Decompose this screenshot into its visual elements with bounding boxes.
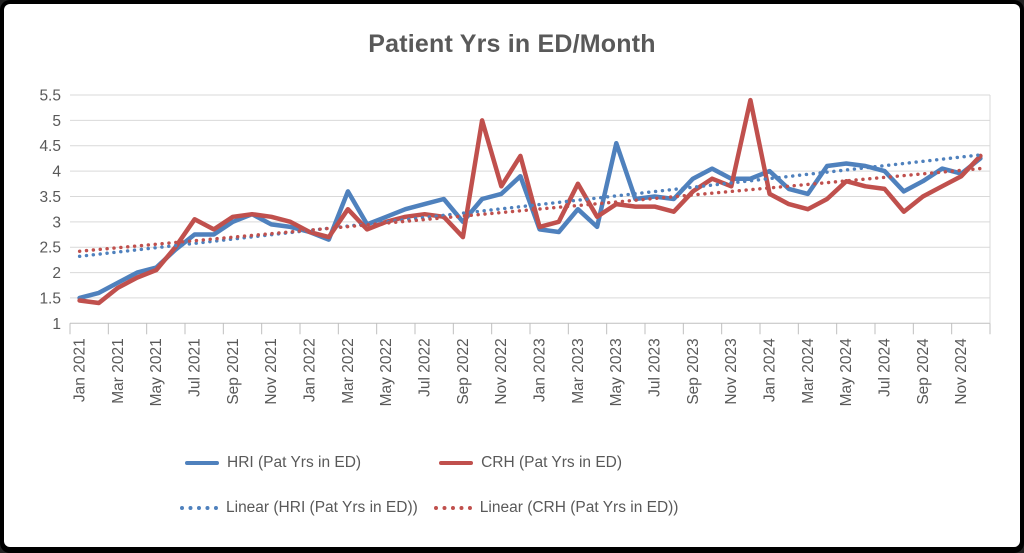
- svg-text:1: 1: [52, 316, 61, 333]
- svg-text:Mar 2023: Mar 2023: [570, 338, 587, 403]
- svg-text:2.5: 2.5: [39, 240, 61, 257]
- svg-text:Nov 2021: Nov 2021: [263, 338, 280, 404]
- svg-text:Nov 2024: Nov 2024: [953, 338, 970, 405]
- svg-text:Jan 2023: Jan 2023: [532, 338, 549, 402]
- legend-label-linear-hri: Linear (HRI (Pat Yrs in ED)): [226, 499, 418, 516]
- legend-item-crh[interactable]: CRH (Pat Yrs in ED): [439, 454, 622, 472]
- svg-text:May 2022: May 2022: [378, 338, 395, 406]
- legend-item-hri[interactable]: HRI (Pat Yrs in ED): [185, 454, 361, 472]
- series-line-crh: [77, 97, 983, 306]
- svg-text:5: 5: [52, 113, 61, 130]
- chart-svg[interactable]: 1 1.5 2 2.5 3 3.5 4 4.5 5 5.5 Jan 2021 Mar 2021 May …: [4, 4, 1020, 549]
- x-axis-labels: Jan 2021 Mar 2021 May 2021 Jul 2021 Sep 2021…: [72, 338, 971, 406]
- svg-text:Jan 2022: Jan 2022: [302, 338, 319, 402]
- svg-text:4.5: 4.5: [39, 138, 61, 155]
- trendline-hri: [77, 153, 983, 259]
- legend-row-series: HRI (Pat Yrs in ED) CRH (Pat Yrs in ED): [185, 454, 622, 472]
- svg-text:Mar 2024: Mar 2024: [800, 338, 817, 404]
- svg-text:Mar 2021: Mar 2021: [110, 338, 127, 403]
- x-axis-ticks: [69, 323, 991, 335]
- svg-text:Sep 2023: Sep 2023: [685, 338, 702, 404]
- crh-solid-line-swatch: [439, 460, 474, 466]
- svg-text:Sep 2024: Sep 2024: [915, 338, 932, 405]
- svg-text:May 2024: May 2024: [838, 338, 855, 406]
- svg-text:Jan 2021: Jan 2021: [72, 338, 89, 402]
- trendline-crh: [77, 166, 983, 253]
- y-axis-labels: 1 1.5 2 2.5 3 3.5 4 4.5 5 5.5: [39, 88, 61, 333]
- svg-text:Jan 2024: Jan 2024: [762, 338, 779, 402]
- svg-text:2: 2: [52, 265, 61, 282]
- svg-text:5.5: 5.5: [39, 88, 61, 105]
- legend-label-linear-crh: Linear (CRH (Pat Yrs in ED)): [479, 499, 679, 516]
- svg-text:Sep 2021: Sep 2021: [225, 338, 242, 404]
- svg-text:Nov 2023: Nov 2023: [723, 338, 740, 404]
- svg-text:May 2021: May 2021: [148, 338, 165, 406]
- legend-label-hri: HRI (Pat Yrs in ED): [227, 454, 362, 471]
- svg-text:Jul 2024: Jul 2024: [877, 338, 894, 397]
- svg-text:Jul 2021: Jul 2021: [187, 338, 204, 397]
- legend-label-crh: CRH (Pat Yrs in ED): [481, 454, 623, 471]
- crh-dotted-line-swatch: [433, 506, 472, 510]
- chart-title[interactable]: Patient Yrs in ED/Month: [368, 30, 656, 58]
- svg-text:3.5: 3.5: [39, 189, 61, 206]
- svg-text:1.5: 1.5: [39, 290, 61, 307]
- svg-text:Mar 2022: Mar 2022: [340, 338, 357, 403]
- svg-text:May 2023: May 2023: [608, 338, 625, 406]
- legend-item-linear-hri[interactable]: Linear (HRI (Pat Yrs in ED)): [180, 499, 418, 517]
- svg-text:3: 3: [52, 214, 61, 231]
- svg-text:4: 4: [52, 164, 61, 181]
- svg-text:Jul 2022: Jul 2022: [417, 338, 434, 397]
- legend-item-linear-crh[interactable]: Linear (CRH (Pat Yrs in ED)): [433, 499, 679, 517]
- chart-legend: HRI (Pat Yrs in ED) CRH (Pat Yrs in ED) …: [4, 4, 1020, 547]
- series-line-hri: [77, 140, 983, 301]
- svg-text:Nov 2022: Nov 2022: [493, 338, 510, 404]
- hri-solid-line-swatch: [185, 460, 219, 466]
- legend-row-trendlines: Linear (HRI (Pat Yrs in ED)) Linear (CRH…: [180, 499, 678, 517]
- svg-text:Jul 2023: Jul 2023: [647, 338, 664, 397]
- svg-text:Sep 2022: Sep 2022: [455, 338, 472, 404]
- hri-dotted-line-swatch: [180, 506, 218, 510]
- chart-canvas: 1 1.5 2 2.5 3 3.5 4 4.5 5 5.5 Jan 2021 Mar 2021 May …: [4, 4, 1020, 547]
